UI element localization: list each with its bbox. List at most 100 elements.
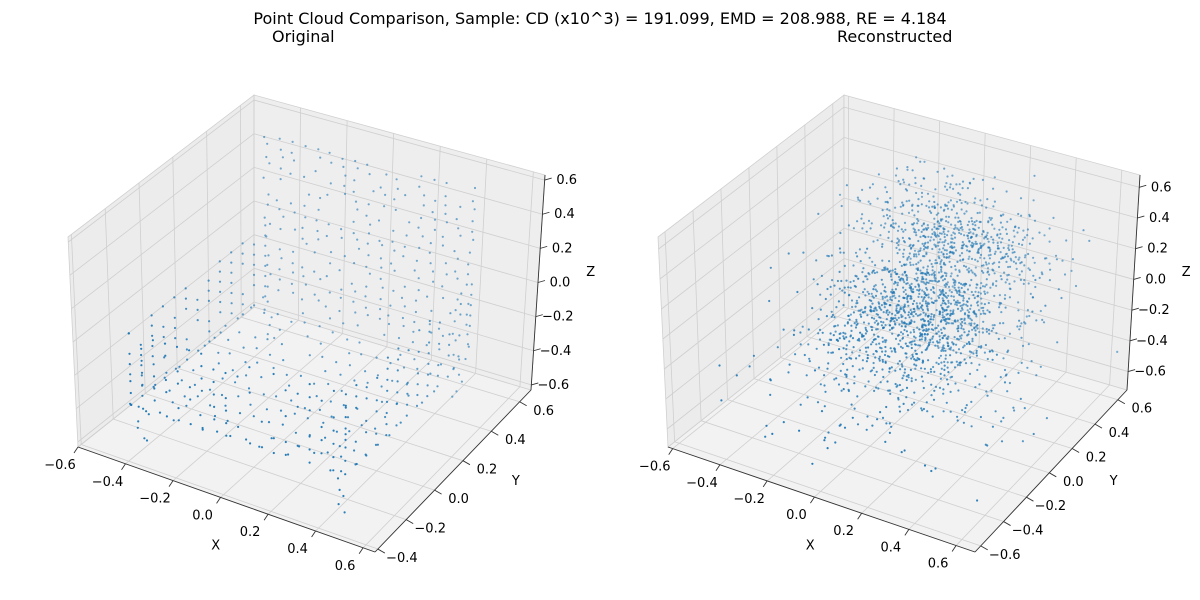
- data-point: [882, 311, 885, 314]
- data-point: [218, 270, 221, 273]
- data-point: [945, 337, 948, 340]
- grid-line-x: [1109, 170, 1123, 385]
- data-point: [966, 187, 969, 190]
- data-point: [301, 312, 304, 315]
- data-point: [941, 314, 944, 317]
- data-point: [934, 280, 937, 283]
- data-point: [418, 185, 421, 188]
- data-point: [445, 273, 448, 276]
- data-point: [913, 339, 916, 343]
- grid-line-z: [659, 137, 845, 280]
- data-point: [340, 470, 343, 473]
- data-point: [937, 241, 940, 244]
- data-point: [200, 377, 203, 380]
- data-point: [324, 370, 327, 373]
- grid-line-z: [71, 167, 255, 309]
- grid-line-z: [843, 288, 1129, 372]
- data-point: [830, 351, 833, 354]
- data-point: [893, 282, 896, 285]
- data-point: [916, 222, 919, 225]
- data-point: [960, 247, 963, 250]
- data-point: [1002, 416, 1005, 419]
- data-point: [458, 334, 461, 337]
- data-point: [835, 306, 838, 309]
- data-point: [905, 278, 909, 281]
- data-point: [922, 244, 925, 247]
- data-point: [1028, 268, 1031, 271]
- data-point: [1019, 197, 1023, 200]
- data-point: [869, 305, 872, 308]
- data-point: [898, 248, 901, 251]
- data-point: [402, 324, 405, 328]
- data-point: [188, 386, 191, 389]
- data-point: [894, 296, 897, 300]
- y-tick: [405, 519, 414, 524]
- data-point: [881, 283, 884, 286]
- data-point: [321, 355, 324, 358]
- data-point: [467, 302, 470, 305]
- data-point: [353, 449, 356, 452]
- data-point: [853, 382, 856, 385]
- data-point: [955, 212, 958, 215]
- data-point: [338, 488, 341, 491]
- y-tick-label: 0.0: [448, 492, 469, 507]
- data-point: [176, 370, 179, 373]
- data-point: [896, 237, 899, 240]
- data-point: [905, 293, 908, 296]
- data-point: [1017, 226, 1020, 229]
- data-point: [949, 309, 952, 312]
- data-point: [918, 335, 921, 338]
- data-point: [264, 295, 267, 298]
- data-point: [315, 219, 318, 222]
- data-point: [327, 223, 330, 226]
- data-point: [907, 376, 910, 379]
- data-point: [944, 204, 947, 207]
- data-point: [348, 352, 351, 355]
- data-point: [889, 320, 892, 323]
- data-point: [983, 257, 986, 260]
- data-point: [444, 262, 447, 265]
- data-point: [1041, 318, 1044, 321]
- data-point: [365, 431, 368, 434]
- data-point: [279, 227, 282, 231]
- data-point: [456, 277, 459, 280]
- data-point: [833, 378, 836, 381]
- z-tick: [542, 211, 550, 215]
- data-point: [444, 212, 447, 215]
- data-point: [925, 204, 928, 207]
- data-point: [925, 401, 928, 404]
- data-point: [970, 290, 973, 294]
- data-point: [285, 373, 288, 376]
- data-point: [360, 424, 363, 427]
- data-point: [927, 206, 931, 209]
- data-point: [823, 384, 826, 387]
- data-point: [856, 423, 860, 426]
- data-point: [902, 306, 905, 309]
- data-point: [892, 290, 895, 294]
- data-point: [845, 353, 848, 356]
- data-point: [340, 455, 343, 458]
- data-point: [955, 301, 958, 304]
- data-point: [999, 251, 1002, 254]
- data-point: [983, 237, 986, 240]
- data-point: [929, 368, 932, 371]
- data-point: [838, 424, 841, 427]
- data-point: [838, 193, 842, 196]
- data-point: [1018, 319, 1021, 322]
- data-point: [279, 148, 282, 151]
- data-point: [882, 375, 885, 379]
- data-point: [465, 283, 468, 286]
- data-point: [818, 328, 822, 331]
- data-point: [256, 361, 259, 364]
- data-point: [963, 410, 966, 414]
- data-point: [1033, 219, 1037, 222]
- data-point: [959, 193, 962, 196]
- data-point: [920, 224, 924, 227]
- data-point: [970, 220, 974, 223]
- data-point: [961, 409, 964, 412]
- data-point: [782, 328, 785, 331]
- data-point: [230, 302, 233, 305]
- data-point: [976, 324, 979, 327]
- data-point: [952, 187, 955, 190]
- data-point: [934, 262, 937, 265]
